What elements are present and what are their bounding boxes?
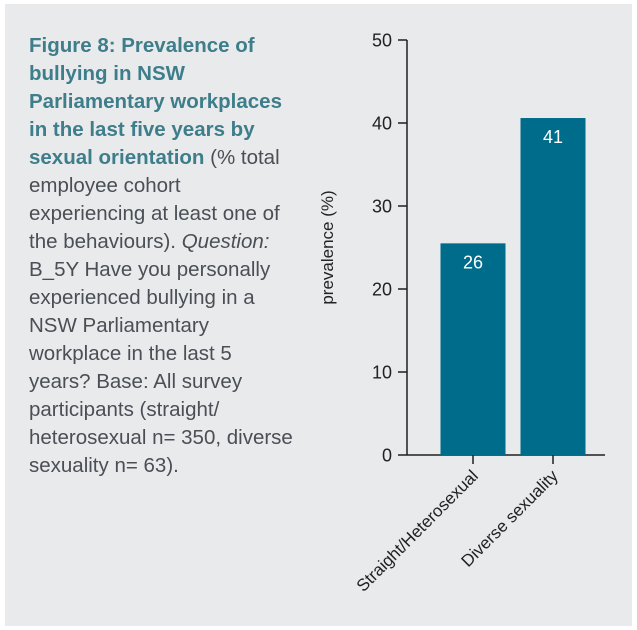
y-tick-label: 40 (372, 114, 392, 134)
figure-description: (% total employee cohort experiencing at… (29, 146, 280, 253)
bar-data-label: 26 (463, 252, 483, 272)
bar (440, 243, 506, 455)
y-tick-label: 0 (382, 446, 392, 466)
y-tick-label: 20 (372, 280, 392, 300)
figure-caption: Figure 8: Prevalence of bullying in NSW … (29, 32, 294, 480)
question-text: B_5Y Have you personally experienced bul… (29, 258, 293, 477)
bar-data-label: 41 (543, 127, 563, 147)
x-tick-label: Straight/Heterosexual (353, 466, 482, 595)
bar (520, 118, 586, 456)
y-tick-label: 30 (372, 197, 392, 217)
y-tick-label: 10 (372, 363, 392, 383)
figure-title: Figure 8: Prevalence of bullying in NSW … (29, 34, 282, 169)
y-axis-label: prevalence (%) (318, 190, 337, 304)
y-tick-label: 50 (372, 31, 392, 51)
question-label: Question: (181, 230, 270, 253)
